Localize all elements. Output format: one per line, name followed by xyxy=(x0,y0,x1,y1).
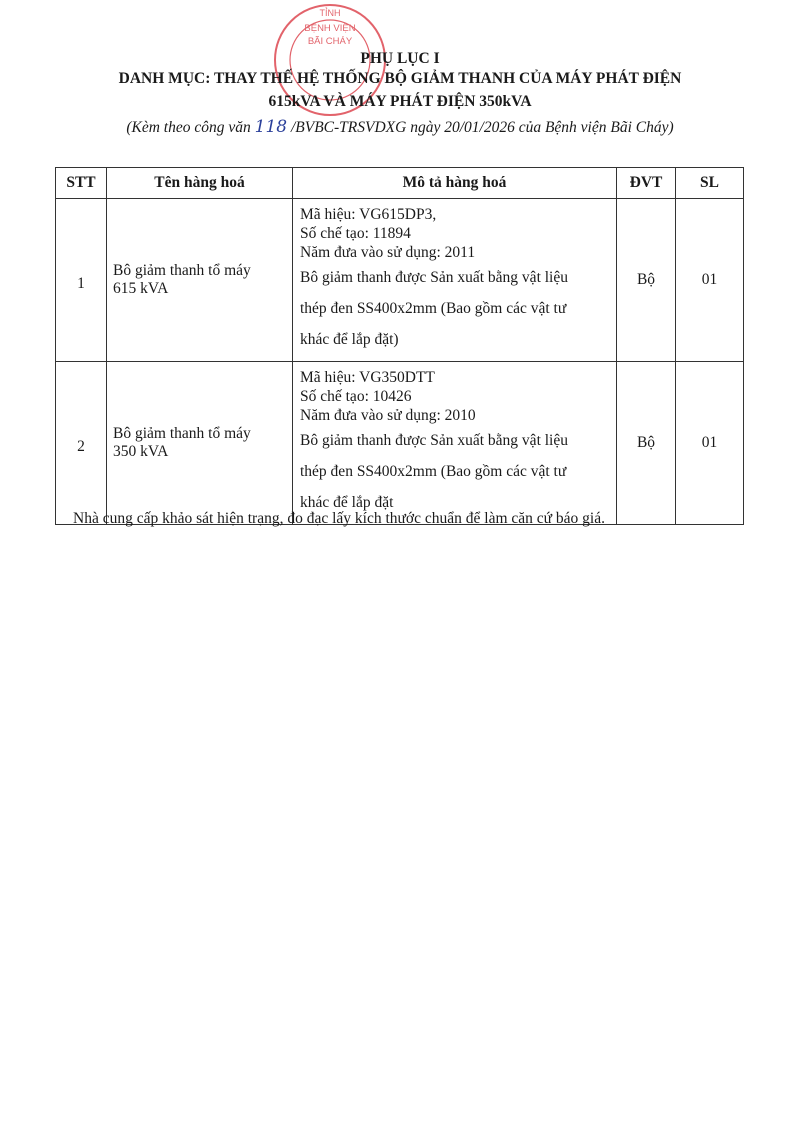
cell-name: Bô giảm thanh tổ máy 350 kVA xyxy=(106,361,293,525)
document-title-line2: 615kVA VÀ MÁY PHÁT ĐIỆN 350kVA xyxy=(268,93,532,110)
document-title-line1: DANH MỤC: THAY THẾ HỆ THỐNG BỘ GIẢM THAN… xyxy=(118,70,682,87)
desc-line: khác để lắp đặt xyxy=(300,494,394,511)
reference-suffix: /BVBC-TRSVDXG ngày 20/01/2026 của Bệnh v… xyxy=(287,119,674,136)
handwritten-number: 118 xyxy=(254,117,288,137)
name-line: Bô giảm thanh tổ máy xyxy=(113,262,251,279)
stamp-line1: BỆNH VIỆN xyxy=(304,23,355,34)
cell-stt: 1 xyxy=(55,198,107,362)
col-header-stt: STT xyxy=(55,167,107,199)
col-header-qty: SL xyxy=(675,167,744,199)
stamp-line2: BÃI CHÁY xyxy=(308,36,353,47)
cell-name: Bô giảm thanh tổ máy 615 kVA xyxy=(106,198,293,362)
cell-description: Mã hiệu: VG350DTT Số chế tạo: 10426 Năm … xyxy=(292,361,617,525)
desc-line: Số chế tạo: 11894 xyxy=(300,225,411,242)
reference-prefix: (Kèm theo công văn xyxy=(126,119,255,136)
cell-unit: Bộ xyxy=(616,361,676,525)
desc-line: Số chế tạo: 10426 xyxy=(300,388,412,405)
cell-qty: 01 xyxy=(675,198,744,362)
desc-line: Bô giảm thanh được Sản xuất bằng vật liệ… xyxy=(300,269,568,286)
goods-table: STT Tên hàng hoá Mô tả hàng hoá ĐVT SL 1… xyxy=(55,167,744,525)
appendix-label: PHỤ LỤC I xyxy=(360,50,440,67)
name-line: 350 kVA xyxy=(113,443,169,460)
col-header-description: Mô tả hàng hoá xyxy=(292,167,617,199)
desc-line: thép đen SS400x2mm (Bao gồm các vật tư xyxy=(300,300,567,317)
desc-line: Bô giảm thanh được Sản xuất bằng vật liệ… xyxy=(300,432,568,449)
table-row: 1 Bô giảm thanh tổ máy 615 kVA Mã hiệu: V… xyxy=(55,198,744,362)
cell-stt: 2 xyxy=(55,361,107,525)
col-header-name: Tên hàng hoá xyxy=(106,167,293,199)
cell-qty: 01 xyxy=(675,361,744,525)
footnote: Nhà cung cấp khảo sát hiện trạng, đo đạc… xyxy=(73,510,605,527)
desc-line: Năm đưa vào sử dụng: 2010 xyxy=(300,407,476,424)
table-row: 2 Bô giảm thanh tổ máy 350 kVA Mã hiệu: V… xyxy=(55,361,744,525)
desc-line: khác để lắp đặt) xyxy=(300,331,399,348)
name-line: Bô giảm thanh tổ máy xyxy=(113,425,251,442)
col-header-unit: ĐVT xyxy=(616,167,676,199)
table-header-row: STT Tên hàng hoá Mô tả hàng hoá ĐVT SL xyxy=(55,167,744,199)
desc-line: Năm đưa vào sử dụng: 2011 xyxy=(300,244,476,261)
desc-line: thép đen SS400x2mm (Bao gồm các vật tư xyxy=(300,463,567,480)
desc-line: Mã hiệu: VG350DTT xyxy=(300,369,435,386)
stamp-top-text: TỈNH xyxy=(320,7,341,18)
cell-unit: Bộ xyxy=(616,198,676,362)
reference-line: (Kèm theo công văn 118 /BVBC-TRSVDXG ngà… xyxy=(0,117,800,137)
name-line: 615 kVA xyxy=(113,280,169,297)
desc-line: Mã hiệu: VG615DP3, xyxy=(300,206,437,223)
cell-description: Mã hiệu: VG615DP3, Số chế tạo: 11894 Năm… xyxy=(292,198,617,362)
